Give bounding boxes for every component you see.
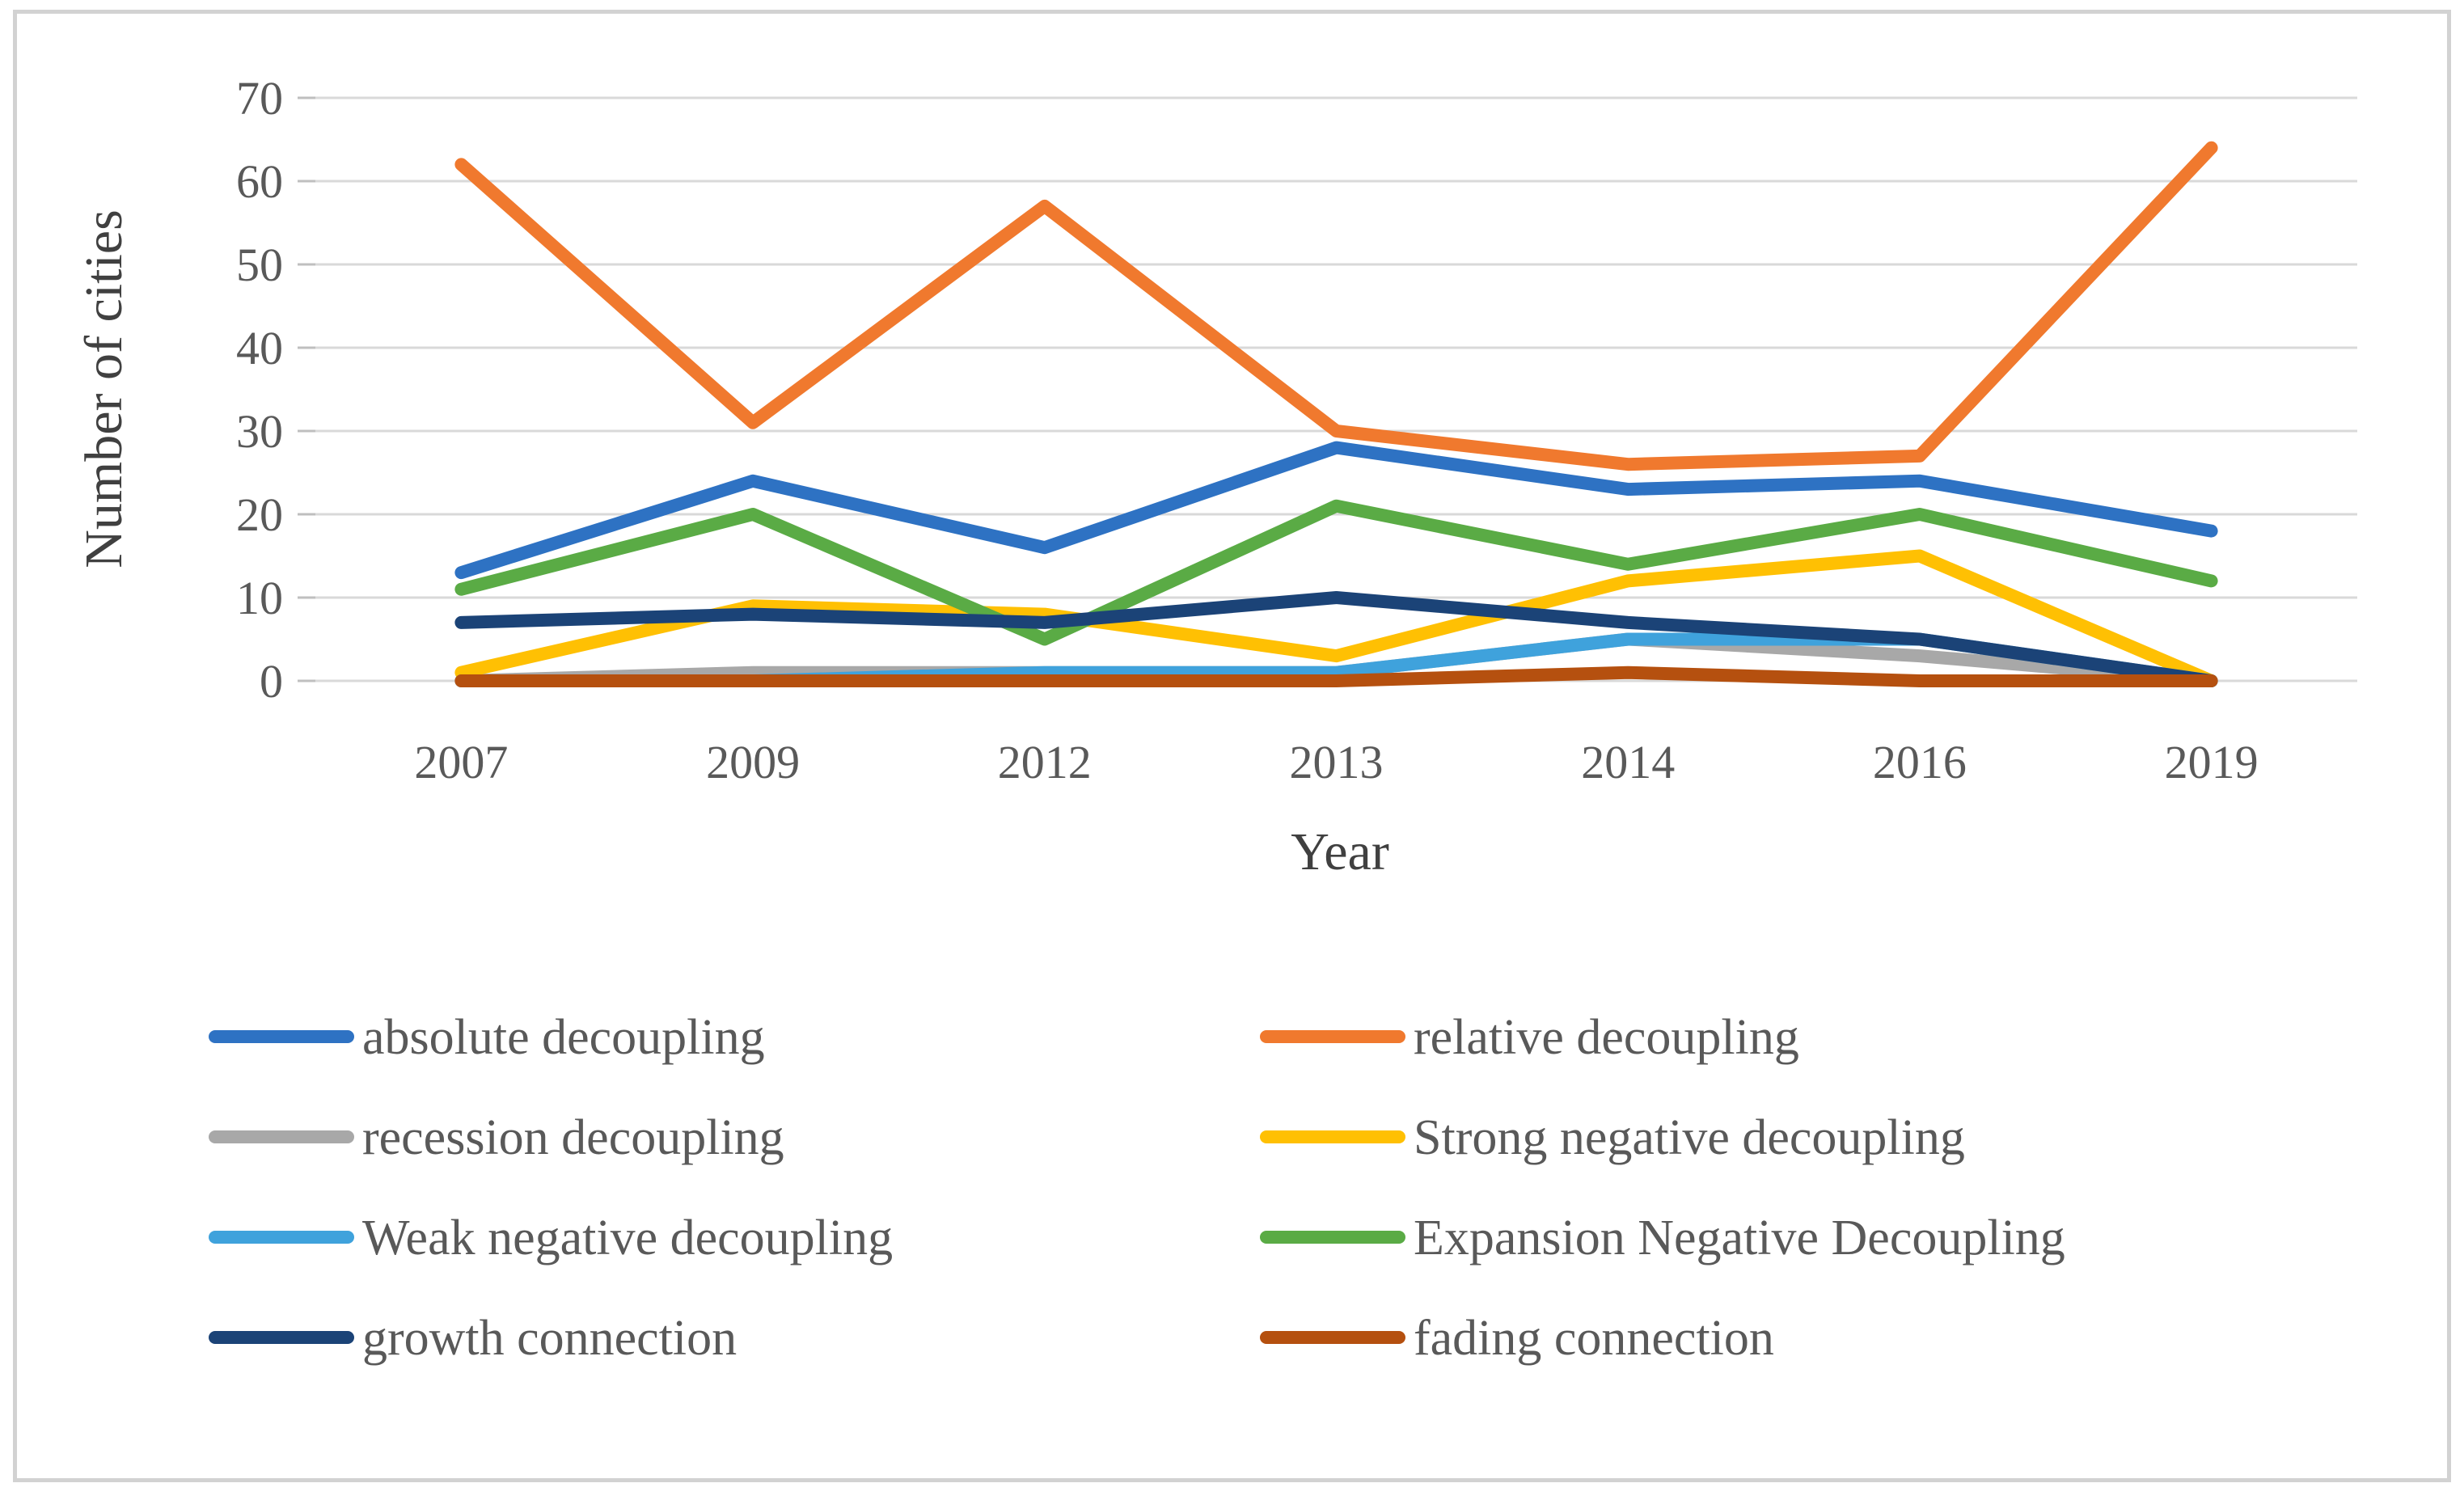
legend-swatch-fading-connection [1260,1331,1405,1344]
y-tick-label-0: 0 [260,655,283,708]
y-tick-label-60: 60 [236,155,283,208]
x-axis-title: Year [1291,822,1389,881]
legend-item-growth-connection: growth connection [209,1311,737,1366]
legend-label-fading-connection: fading connection [1414,1311,1774,1366]
legend-swatch-absolute-decoupling [209,1030,354,1043]
y-tick-label-50: 50 [236,239,283,291]
legend-swatch-recession-decoupling [209,1130,354,1143]
axis-labels-layer: 0 10 20 30 40 50 60 70 2007 2009 2012 2013 2014 2016 2… [236,72,2259,788]
x-tick-label-2016: 2016 [1873,736,1967,788]
legend-item-expansion-negative-decoupling: Expansion Negative Decoupling [1260,1211,2065,1265]
legend-swatch-expansion-negative-decoupling [1260,1231,1405,1244]
y-tick-label-30: 30 [236,405,283,458]
legend: absolute decoupling relative decoupling re… [209,1010,2065,1366]
legend-swatch-growth-connection [209,1331,354,1344]
x-tick-label-2019: 2019 [2165,736,2259,788]
legend-label-relative-decoupling: relative decoupling [1414,1010,1799,1065]
series-line-expansion-negative-decoupling [454,499,2218,646]
x-tick-label-2014: 2014 [1581,736,1675,788]
x-tick-label-2007: 2007 [414,736,508,788]
legend-label-absolute-decoupling: absolute decoupling [362,1010,765,1065]
legend-label-growth-connection: growth connection [362,1311,737,1366]
legend-item-relative-decoupling: relative decoupling [1260,1010,1799,1065]
x-tick-label-2012: 2012 [998,736,1092,788]
series-line-growth-connection [454,591,2218,687]
series-line-absolute-decoupling [454,441,2218,580]
x-tick-label-2013: 2013 [1290,736,1384,788]
legend-label-weak-negative-decoupling: Weak negative decoupling [362,1211,893,1265]
legend-item-recession-decoupling: recession decoupling [209,1110,784,1165]
y-tick-label-40: 40 [236,322,283,374]
legend-swatch-weak-negative-decoupling [209,1231,354,1244]
legend-swatch-relative-decoupling [1260,1030,1405,1043]
series-lines-layer [454,141,2218,687]
y-tick-label-20: 20 [236,488,283,541]
series-line-strong-negative-decoupling [454,549,2218,687]
legend-label-expansion-negative-decoupling: Expansion Negative Decoupling [1414,1211,2065,1265]
legend-item-absolute-decoupling: absolute decoupling [209,1010,765,1065]
legend-swatch-strong-negative-decoupling [1260,1130,1405,1143]
series-line-relative-decoupling [454,141,2218,471]
series-line-fading-connection [454,665,2218,687]
legend-item-fading-connection: fading connection [1260,1311,1774,1366]
y-tick-label-10: 10 [236,572,283,624]
legend-label-recession-decoupling: recession decoupling [362,1110,784,1165]
legend-label-strong-negative-decoupling: Strong negative decoupling [1414,1110,1965,1165]
y-tick-label-70: 70 [236,72,283,125]
y-axis-title: Number of cities [74,209,133,568]
legend-item-weak-negative-decoupling: Weak negative decoupling [209,1211,893,1265]
legend-item-strong-negative-decoupling: Strong negative decoupling [1260,1110,1965,1165]
x-tick-label-2009: 2009 [706,736,800,788]
